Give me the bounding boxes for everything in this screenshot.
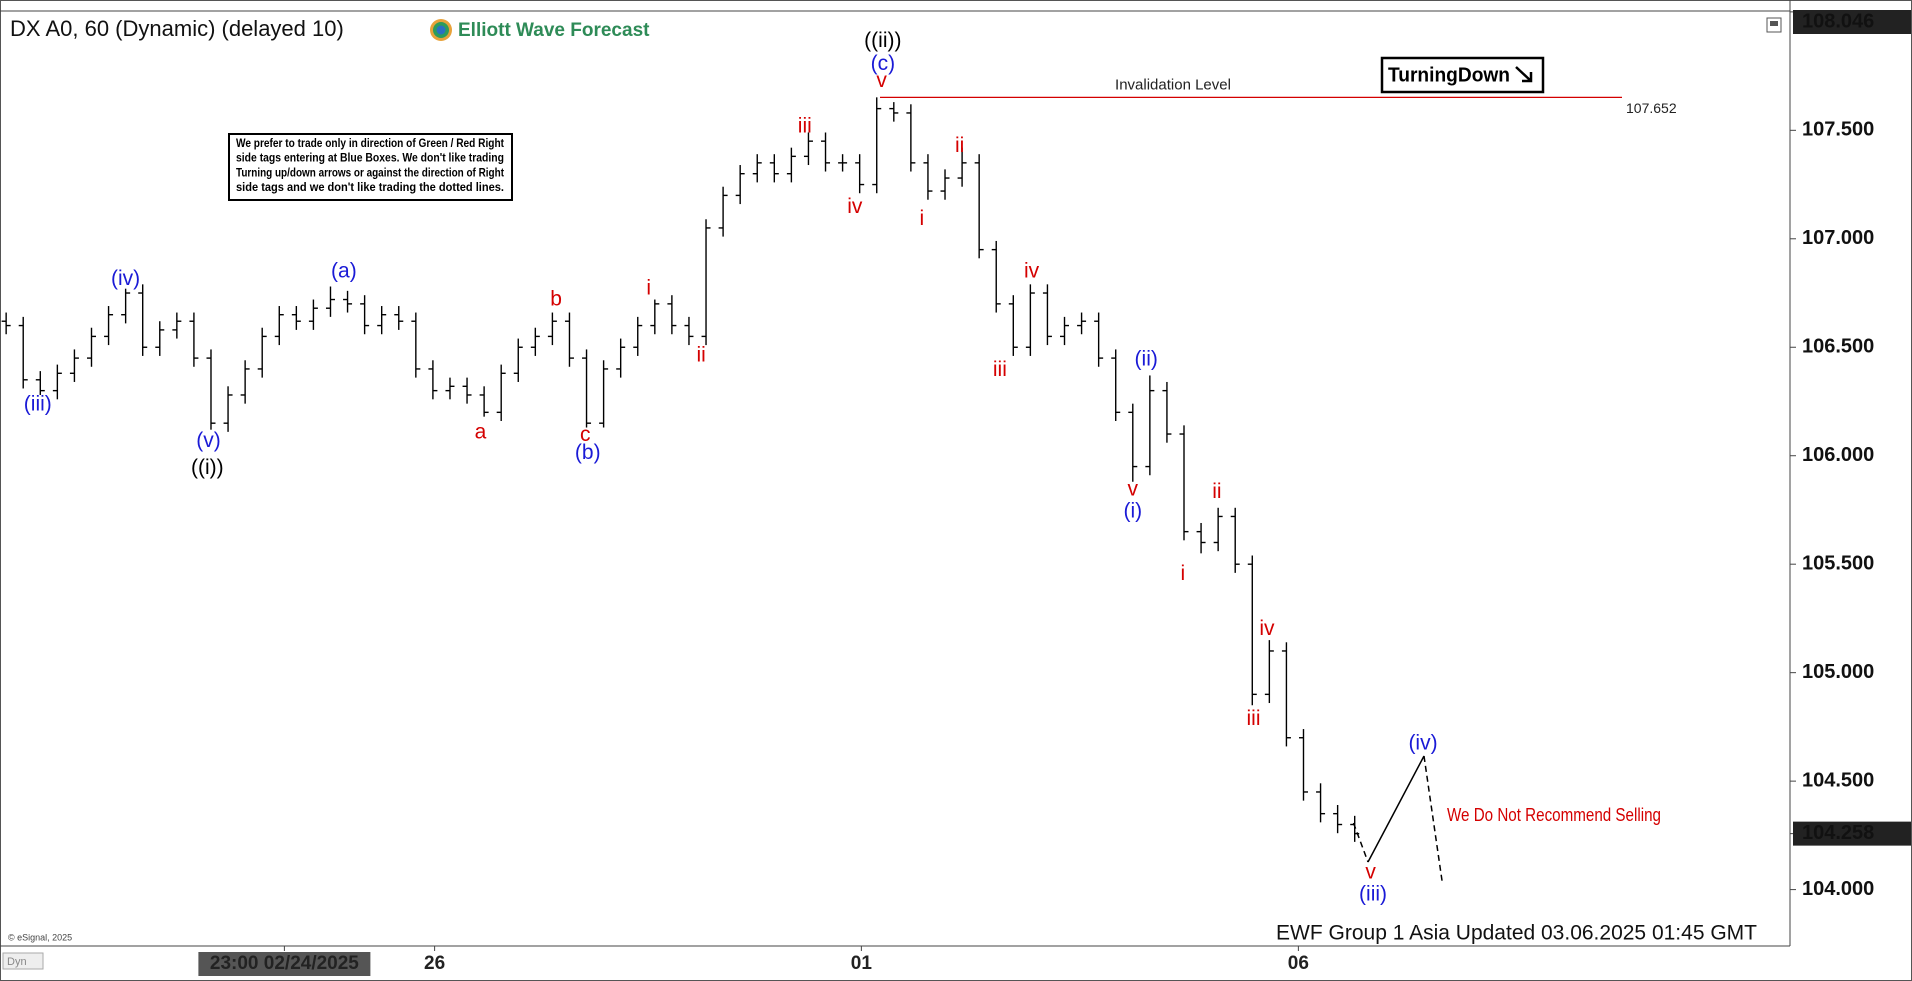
badge-box [2,952,44,970]
wave-label: ((i)) [191,456,224,479]
wave-label: iii [993,358,1007,381]
settings-icon-inner [1770,21,1778,26]
badge: Dyn [7,956,27,968]
y-tick-label: 107.000 [1802,227,1874,249]
copyright: © eSignal, 2025 [8,932,72,942]
wave-label: ii [955,134,964,157]
wave-label: (b) [575,441,601,464]
wave-label: i [1180,562,1185,585]
logo-icon [430,19,452,41]
wave-label: ((ii)) [864,29,901,52]
x-tick-label: 01 [851,953,873,974]
invalidation-label: Invalidation Level [1115,76,1231,93]
y-tick-label: 106.000 [1802,444,1874,466]
y-tick-label: 105.000 [1802,661,1874,683]
logo-text: Elliott Wave Forecast [458,20,650,41]
turning-box [1380,56,1545,94]
last-price: 104.258 [1802,822,1874,844]
x-tick-label: 26 [424,953,445,974]
wave-label: b [550,288,562,311]
note-box [228,133,513,201]
wave-label: c [580,423,591,446]
y-tick-label: 106.500 [1802,336,1874,358]
projection-dashed [1423,755,1444,885]
x-tick-label: 06 [1288,953,1309,974]
note-line: side tags entering at Blue Boxes. We don… [236,153,504,165]
recommendation: We Do Not Recommend Selling [1447,805,1661,825]
wave-label: ii [696,344,705,367]
wave-label: (iv) [111,267,140,290]
wave-label: (ii) [1135,347,1158,370]
x-tick-label: 23:00 02/24/2025 [210,953,359,974]
y-tick-label: 107.500 [1802,119,1874,141]
wave-label: (v) [196,429,221,452]
last-price-box [1793,821,1911,846]
top-price-box [1793,10,1911,34]
wave-label: v [1365,861,1376,884]
top-price: 108.046 [1802,10,1874,32]
turning-label: TurningDown [1388,64,1510,86]
note-line: side tags and we don't like trading the … [236,182,504,194]
wave-label: iv [847,195,863,218]
wave-label: i [920,207,925,230]
y-tick-label: 105.500 [1802,552,1874,574]
invalidation-value: 107.652 [1626,100,1677,116]
footer: EWF Group 1 Asia Updated 03.06.2025 01:4… [1276,922,1757,945]
wave-label: iii [798,114,812,137]
x-crosshair-box [198,952,371,976]
projection-line [1367,755,1425,863]
wave-label: v [876,69,887,92]
chart-title: DX A0, 60 (Dynamic) (delayed 10) [10,16,344,41]
note-line: Turning up/down arrows or against the di… [236,167,504,179]
y-tick-label: 104.500 [1802,769,1874,791]
wave-label: (c) [871,52,896,75]
wave-label: (iv) [1408,731,1437,754]
wave-label: (iii) [24,392,52,415]
note-line: We prefer to trade only in direction of … [236,138,504,150]
wave-label: ii [1212,480,1221,503]
projection-dashed [1352,822,1369,863]
wave-label: a [475,420,487,443]
wave-label: (i) [1123,500,1142,523]
y-tick-label: 104.000 [1802,878,1874,900]
wave-label: iii [1247,707,1261,730]
wave-label: i [646,277,651,300]
wave-label: (iii) [1359,883,1387,906]
wave-label: v [1128,478,1139,501]
wave-label: iv [1259,617,1275,640]
turning-arrow [1515,66,1533,83]
wave-label: (a) [331,259,357,282]
wave-label: iv [1024,259,1040,282]
